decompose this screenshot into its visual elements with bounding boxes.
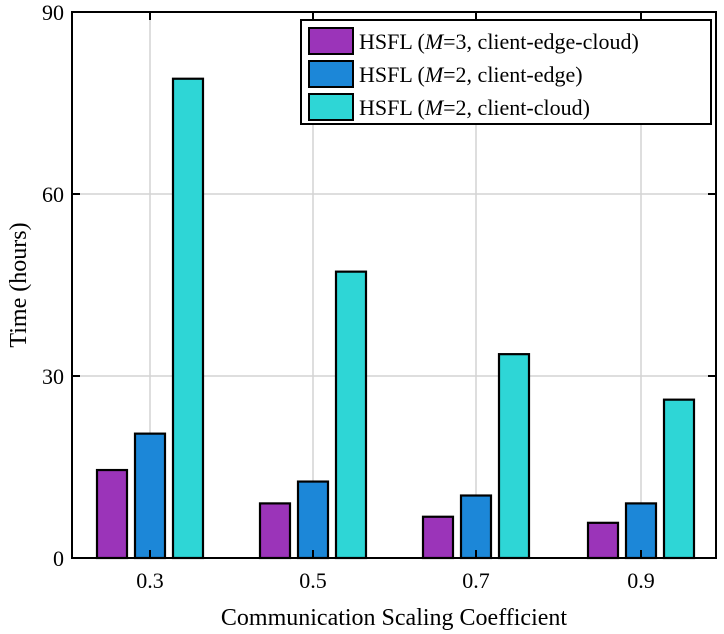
x-tick-label: 0.3 xyxy=(136,568,164,593)
bar-series-1-cat-2 xyxy=(258,502,292,560)
bar-series-2-cat-3 xyxy=(459,494,493,560)
y-tick-label: 90 xyxy=(42,0,64,25)
bar-series-1-cat-3 xyxy=(421,515,455,560)
bar-series-3-cat-4 xyxy=(662,398,696,560)
plot-frame xyxy=(71,11,717,559)
bar-series-2-cat-1 xyxy=(133,432,167,560)
legend-swatch-3 xyxy=(308,93,354,121)
bar-series-2-cat-4 xyxy=(624,502,658,560)
legend-entry-2: HSFL (M=2, client-edge) xyxy=(359,62,583,87)
legend-entry-1: HSFL (M=3, client-edge-cloud) xyxy=(359,29,639,54)
y-tick-label: 60 xyxy=(42,182,64,207)
x-tick-label: 0.7 xyxy=(462,568,490,593)
bar-series-1-cat-4 xyxy=(586,521,620,560)
bar-series-2-cat-2 xyxy=(296,480,330,560)
y-axis-label: Time (hours) xyxy=(6,222,32,347)
bar-series-1-cat-1 xyxy=(95,468,129,560)
y-tick-label: 0 xyxy=(53,546,64,571)
legend: HSFL (M=3, client-edge-cloud) HSFL (M=2, … xyxy=(300,19,712,125)
bar-series-3-cat-3 xyxy=(497,353,531,560)
bars xyxy=(95,77,696,560)
bar-series-3-cat-1 xyxy=(171,77,205,560)
x-axis-label: Communication Scaling Coefficient xyxy=(221,605,567,631)
y-tick-label: 30 xyxy=(42,364,64,389)
x-tick-label: 0.9 xyxy=(627,568,655,593)
bar-series-3-cat-2 xyxy=(334,270,368,560)
legend-box xyxy=(300,19,712,125)
legend-entry-3: HSFL (M=2, client-cloud) xyxy=(359,95,590,120)
legend-swatch-2 xyxy=(308,60,354,88)
legend-swatch-1 xyxy=(308,27,354,55)
axis-ticks: 0 30 60 90 0.3 0.5 0.7 0.9 xyxy=(42,0,716,593)
x-tick-label: 0.5 xyxy=(299,568,327,593)
